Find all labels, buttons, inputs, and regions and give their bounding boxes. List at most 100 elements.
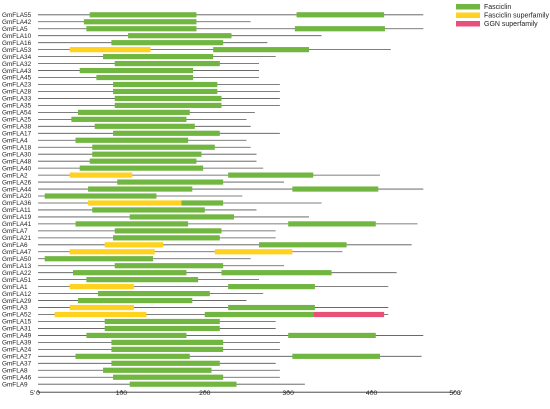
- protein-label: GmFLA33: [2, 96, 32, 103]
- protein-label: GmFLA39: [2, 340, 32, 347]
- protein-row: GmFLA2: [2, 172, 380, 179]
- fasciclin-domain: [113, 130, 220, 136]
- protein-rows: GmFLA55GmFLA42GmFLA5GmFLA10GmFLA16GmFLA5…: [2, 12, 424, 388]
- fasciclin-superfamily-domain: [69, 172, 133, 178]
- protein-label: GmFLA5: [2, 26, 28, 33]
- fasciclin-domain: [181, 200, 224, 206]
- protein-row: GmFLA28: [2, 89, 280, 96]
- legend-swatch: [456, 4, 480, 10]
- protein-label: GmFLA12: [2, 291, 32, 298]
- protein-label: GmFLA46: [2, 374, 32, 381]
- fasciclin-superfamily-domain: [214, 249, 293, 255]
- protein-row: GmFLA53: [2, 47, 391, 54]
- protein-row: GmFLA16: [2, 40, 268, 47]
- fasciclin-domain: [113, 81, 218, 88]
- fasciclin-domain: [86, 277, 199, 283]
- protein-row: GmFLA52: [2, 311, 389, 319]
- protein-row: GmFLA46: [2, 374, 280, 381]
- fasciclin-superfamily-domain: [104, 242, 164, 248]
- fasciclin-domain: [44, 256, 154, 262]
- fasciclin-domain: [92, 207, 205, 213]
- fasciclin-domain: [86, 332, 187, 339]
- protein-label: GmFLA30: [2, 151, 32, 158]
- fasciclin-domain: [75, 353, 190, 359]
- fasciclin-superfamily-domain: [69, 304, 134, 311]
- protein-label: GmFLA35: [2, 103, 32, 110]
- protein-label: GmFLA15: [2, 319, 32, 326]
- fasciclin-domain: [71, 116, 187, 122]
- protein-label: GmFLA53: [2, 47, 32, 54]
- protein-label: GmFLA49: [2, 333, 32, 340]
- protein-row: GmFLA36: [2, 200, 322, 207]
- protein-label: GmFLA42: [2, 19, 32, 26]
- fasciclin-domain: [129, 214, 234, 220]
- protein-label: GmFLA26: [2, 179, 32, 186]
- protein-row: GmFLA31: [2, 326, 276, 333]
- protein-label: GmFLA44: [2, 186, 32, 193]
- axis-tick-label: 200: [199, 390, 211, 397]
- protein-row: GmFLA22: [2, 270, 397, 277]
- fasciclin-domain: [221, 270, 332, 276]
- protein-row: GmFLA27: [2, 354, 422, 361]
- fasciclin-domain: [111, 339, 224, 345]
- protein-label: GmFLA20: [2, 193, 32, 200]
- axis-tick-label: 400: [366, 390, 378, 397]
- protein-label: GmFLA27: [2, 354, 32, 361]
- fasciclin-domain: [296, 12, 385, 18]
- fasciclin-domain: [129, 381, 237, 387]
- protein-label: GmFLA21: [2, 235, 32, 242]
- fasciclin-domain: [103, 54, 214, 60]
- protein-label: GmFLA3: [2, 305, 28, 312]
- length-axis: 5' 3' 0 100 200 300 400 500: [30, 390, 462, 397]
- protein-label: GmFLA16: [2, 40, 32, 47]
- protein-row: GmFLA24: [2, 347, 280, 354]
- protein-row: GmFLA10: [2, 33, 322, 40]
- protein-label: GmFLA25: [2, 117, 32, 124]
- protein-row: GmFLA38: [2, 124, 251, 131]
- axis-start-label: 5': [30, 390, 35, 397]
- fasciclin-superfamily-domain: [69, 284, 134, 290]
- fasciclin-domain: [78, 109, 190, 115]
- protein-row: GmFLA47: [2, 249, 343, 256]
- fasciclin-domain: [98, 291, 210, 297]
- protein-row: GmFLA54: [2, 110, 255, 117]
- fasciclin-domain: [92, 151, 202, 157]
- protein-row: GmFLA32: [2, 60, 260, 68]
- protein-label: GmFLA8: [2, 367, 28, 374]
- protein-label: GmFLA23: [2, 82, 32, 89]
- fasciclin-domain: [114, 60, 220, 67]
- fasciclin-domain: [292, 353, 380, 359]
- protein-label: GmFLA4: [2, 137, 28, 144]
- protein-label: GmFLA24: [2, 347, 32, 354]
- fasciclin-domain: [114, 102, 222, 109]
- fasciclin-domain: [73, 270, 187, 276]
- protein-label: GmFLA55: [2, 12, 32, 19]
- protein-row: GmFLA44: [2, 186, 424, 193]
- protein-label: GmFLA19: [2, 214, 32, 221]
- fasciclin-domain: [44, 193, 157, 199]
- fasciclin-domain: [113, 88, 218, 95]
- fasciclin-domain: [128, 33, 232, 39]
- fasciclin-domain: [94, 123, 195, 129]
- fasciclin-domain: [294, 26, 385, 32]
- protein-label: GmFLA28: [2, 89, 32, 96]
- protein-label: GmFLA41: [2, 221, 32, 228]
- protein-label: GmFLA52: [2, 312, 32, 319]
- protein-row: GmFLA19: [2, 214, 310, 221]
- protein-label: GmFLA43: [2, 68, 32, 75]
- fasciclin-superfamily-domain: [54, 311, 147, 318]
- protein-label: GmFLA32: [2, 61, 32, 68]
- legend-label: GGN superfamily: [484, 21, 538, 28]
- fasciclin-superfamily-domain: [69, 47, 151, 53]
- fasciclin-domain: [228, 172, 314, 178]
- fasciclin-domain: [88, 186, 193, 192]
- protein-label: GmFLA10: [2, 33, 32, 40]
- fasciclin-domain: [111, 346, 224, 352]
- fasciclin-domain: [117, 179, 224, 185]
- protein-row: GmFLA29: [2, 298, 247, 305]
- protein-row: GmFLA55: [2, 12, 424, 19]
- fasciclin-domain: [113, 235, 220, 241]
- protein-row: GmFLA34: [2, 54, 276, 61]
- fasciclin-domain: [114, 228, 222, 234]
- fasciclin-domain: [288, 332, 376, 339]
